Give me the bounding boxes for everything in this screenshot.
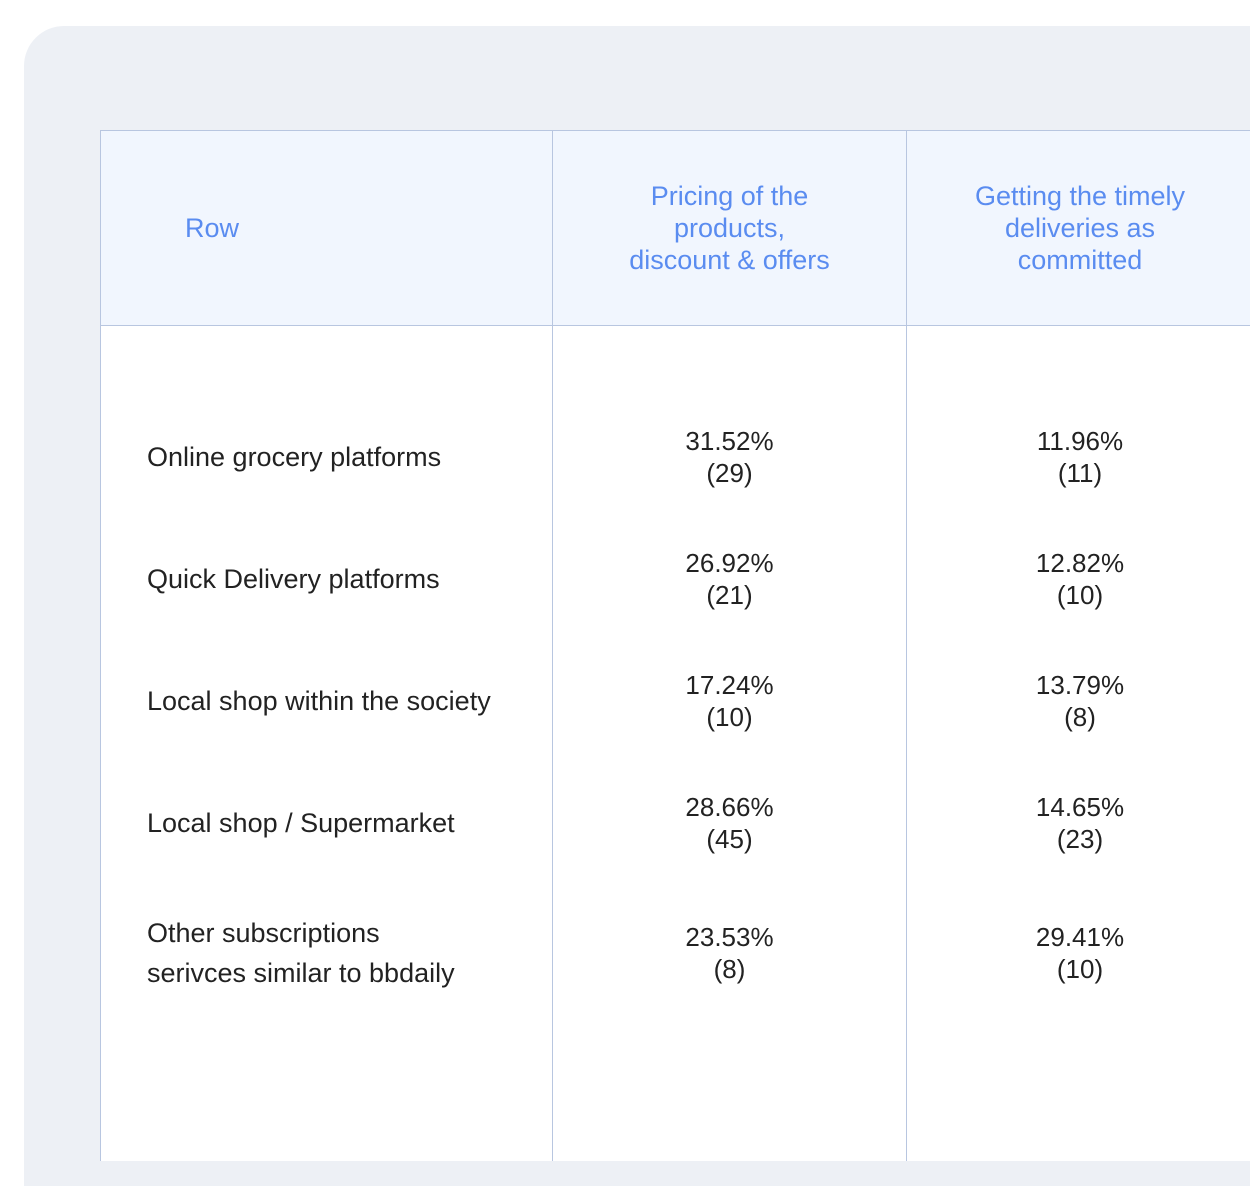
row-label: Local shop within the society: [147, 686, 491, 716]
table-cell: 17.24% (10): [685, 670, 774, 732]
row-label: Quick Delivery platforms: [147, 564, 440, 594]
table-cell: 23.53% (8): [685, 922, 774, 984]
table-cell: 31.52% (29): [685, 426, 774, 488]
row-label: Local shop / Supermarket: [147, 808, 455, 838]
table-cell: 28.66% (45): [685, 792, 774, 854]
row-label: Online grocery platforms: [147, 442, 442, 472]
row-label: Other subscriptions serivces similar to …: [147, 918, 455, 988]
header-row: Row: [185, 213, 240, 243]
table-cell: 13.79% (8): [1035, 670, 1125, 732]
table-cell: 26.92% (21): [685, 548, 774, 610]
table-cell: 29.41% (10): [1035, 922, 1125, 984]
table-header: [101, 131, 1250, 326]
header-timely-delivery: Getting the timely deliveries as committ…: [974, 181, 1186, 275]
crosstab-table: Row Pricing of the products, discount & …: [100, 130, 1250, 1161]
table-cell: 14.65% (23): [1035, 792, 1125, 854]
table-cell: 11.96% (11): [1036, 426, 1124, 488]
table-cell: 12.82% (10): [1035, 548, 1125, 610]
header-pricing: Pricing of the products, discount & offe…: [629, 181, 830, 275]
column-divider: [906, 131, 907, 1161]
column-divider: [552, 131, 553, 1161]
